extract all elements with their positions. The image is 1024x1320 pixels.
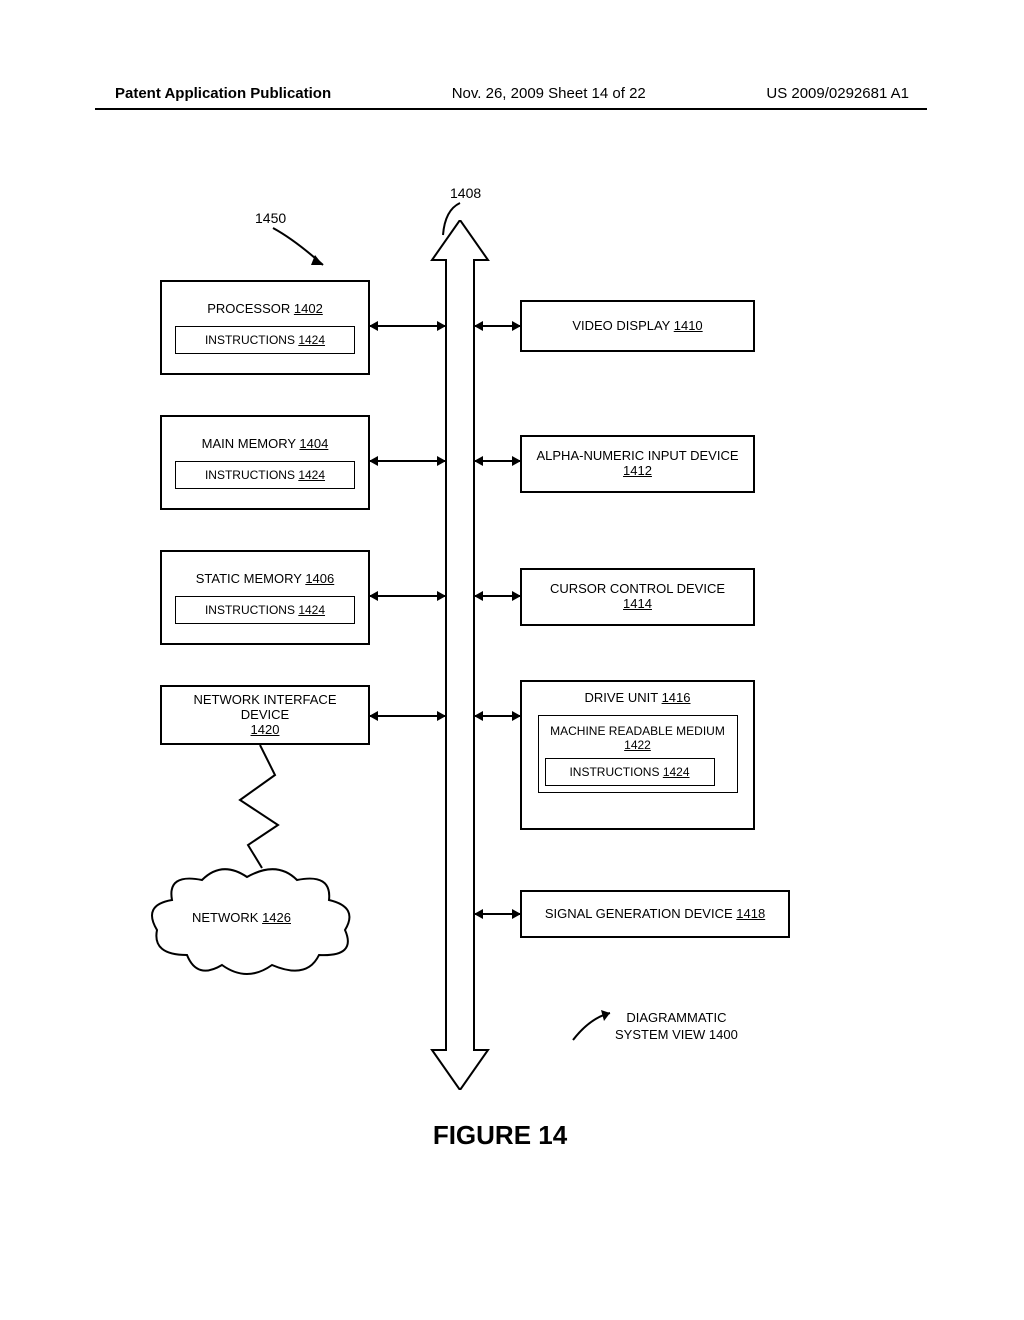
alphanum-title: ALPHA-NUMERIC INPUT DEVICE 1412: [536, 448, 738, 478]
leader-1450: [265, 225, 345, 280]
label-1450: 1450: [255, 210, 286, 226]
instr-ref: 1424: [298, 333, 325, 347]
conn-drive: [475, 715, 520, 717]
medium-title: MACHINE READABLE MEDIUM: [550, 724, 725, 738]
header-left: Patent Application Publication: [115, 85, 331, 102]
video-title: VIDEO DISPLAY 1410: [572, 318, 702, 333]
box-video-display: VIDEO DISPLAY 1410: [520, 300, 755, 352]
drive-title-text: DRIVE UNIT: [585, 690, 658, 705]
instr-ref-2: 1424: [298, 468, 325, 482]
cursor-ref: 1414: [623, 596, 652, 611]
box-static-memory: STATIC MEMORY 1406 INSTRUCTIONS 1424: [160, 550, 370, 645]
network-title: NETWORK: [192, 910, 258, 925]
instr-ref-4: 1424: [663, 765, 690, 779]
staticmem-title: STATIC MEMORY 1406: [196, 571, 334, 586]
figure-caption: FIGURE 14: [100, 1120, 900, 1151]
label-1408: 1408: [450, 185, 481, 201]
corner-line1: DIAGRAMMATIC: [626, 1010, 726, 1025]
conn-cursor: [475, 595, 520, 597]
network-ref: 1426: [262, 910, 291, 925]
page: Patent Application Publication Nov. 26, …: [0, 0, 1024, 1320]
processor-title-text: PROCESSOR: [207, 301, 290, 316]
box-main-memory: MAIN MEMORY 1404 INSTRUCTIONS 1424: [160, 415, 370, 510]
cursor-title-text: CURSOR CONTROL DEVICE: [550, 581, 725, 596]
conn-signal: [475, 913, 520, 915]
box-alphanumeric: ALPHA-NUMERIC INPUT DEVICE 1412: [520, 435, 755, 493]
video-title-text: VIDEO DISPLAY: [572, 318, 670, 333]
medium-instructions: INSTRUCTIONS 1424: [545, 758, 715, 786]
zigzag-link: [220, 745, 300, 870]
alphanum-title-text: ALPHA-NUMERIC INPUT DEVICE: [536, 448, 738, 463]
instr-title-3: INSTRUCTIONS: [205, 603, 295, 617]
diagram: 1408 1450 PROCESSOR 1402 INSTRUCTIONS 14…: [100, 190, 900, 1190]
signal-title-text: SIGNAL GENERATION DEVICE: [545, 906, 733, 921]
conn-netif: [370, 715, 445, 717]
processor-title: PROCESSOR 1402: [207, 301, 323, 316]
medium-ref: 1422: [624, 738, 651, 752]
staticmem-instructions: INSTRUCTIONS 1424: [175, 596, 355, 624]
corner-label: DIAGRAMMATIC SYSTEM VIEW 1400: [615, 1010, 738, 1044]
box-network-interface: NETWORK INTERFACE DEVICE 1420: [160, 685, 370, 745]
netif-title-text: NETWORK INTERFACE DEVICE: [193, 692, 336, 722]
mainmem-ref: 1404: [299, 436, 328, 451]
header-right: US 2009/0292681 A1: [766, 85, 909, 102]
conn-alphanum: [475, 460, 520, 462]
box-signal-gen: SIGNAL GENERATION DEVICE 1418: [520, 890, 790, 938]
conn-video: [475, 325, 520, 327]
video-ref: 1410: [674, 318, 703, 333]
box-drive-unit: DRIVE UNIT 1416 MACHINE READABLE MEDIUM …: [520, 680, 755, 830]
instr-title-2: INSTRUCTIONS: [205, 468, 295, 482]
box-cursor-control: CURSOR CONTROL DEVICE 1414: [520, 568, 755, 626]
staticmem-title-text: STATIC MEMORY: [196, 571, 302, 586]
bus-arrow: [430, 220, 490, 1090]
box-processor: PROCESSOR 1402 INSTRUCTIONS 1424: [160, 280, 370, 375]
netif-ref: 1420: [251, 722, 280, 737]
box-machine-medium: MACHINE READABLE MEDIUM 1422 INSTRUCTION…: [538, 715, 738, 793]
cloud-label: NETWORK 1426: [192, 910, 291, 925]
corner-line2: SYSTEM VIEW 1400: [615, 1027, 738, 1042]
header-rule: [95, 108, 927, 110]
page-header: Patent Application Publication Nov. 26, …: [0, 85, 1024, 102]
processor-instructions: INSTRUCTIONS 1424: [175, 326, 355, 354]
mainmem-instructions: INSTRUCTIONS 1424: [175, 461, 355, 489]
instr-title: INSTRUCTIONS: [205, 333, 295, 347]
mainmem-title-text: MAIN MEMORY: [202, 436, 296, 451]
leader-corner: [565, 1010, 615, 1050]
conn-mainmem: [370, 460, 445, 462]
drive-ref: 1416: [662, 690, 691, 705]
header-mid: Nov. 26, 2009 Sheet 14 of 22: [452, 85, 646, 102]
conn-staticmem: [370, 595, 445, 597]
drive-title: DRIVE UNIT 1416: [585, 690, 691, 705]
signal-ref: 1418: [736, 906, 765, 921]
mainmem-title: MAIN MEMORY 1404: [202, 436, 329, 451]
cursor-title: CURSOR CONTROL DEVICE 1414: [550, 581, 725, 611]
signal-title: SIGNAL GENERATION DEVICE 1418: [545, 906, 765, 921]
netif-title: NETWORK INTERFACE DEVICE 1420: [168, 692, 362, 737]
instr-title-4: INSTRUCTIONS: [569, 765, 659, 779]
processor-ref: 1402: [294, 301, 323, 316]
instr-ref-3: 1424: [298, 603, 325, 617]
conn-processor: [370, 325, 445, 327]
alphanum-ref: 1412: [623, 463, 652, 478]
staticmem-ref: 1406: [305, 571, 334, 586]
